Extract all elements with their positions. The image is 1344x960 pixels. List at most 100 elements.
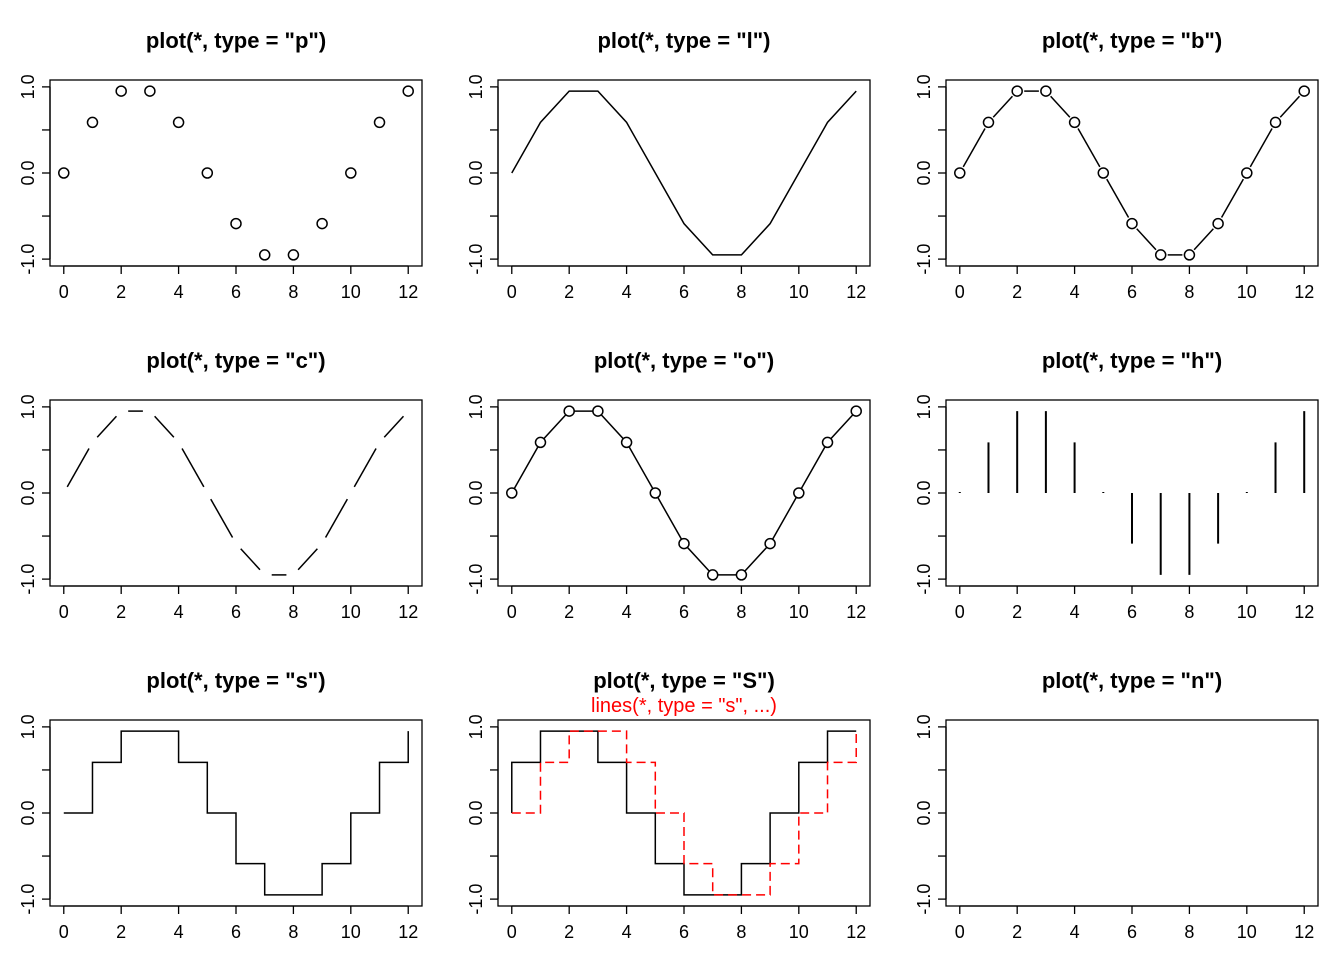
data-point — [1298, 85, 1310, 97]
line-segment — [1249, 128, 1273, 168]
line-segment — [96, 415, 118, 438]
y-tick-label: 0.0 — [466, 800, 486, 825]
line-segment — [210, 498, 234, 538]
x-tick-label: 10 — [1237, 602, 1257, 622]
data-point — [373, 116, 386, 129]
data-point — [850, 405, 862, 417]
x-axis: 0 2 4 6 8 10 12 — [59, 585, 418, 622]
y-tick-label: 0.0 — [914, 160, 934, 185]
x-tick-label: 6 — [231, 282, 241, 302]
x-tick-label: 10 — [1237, 282, 1257, 302]
y-tick-label: 1.0 — [18, 74, 38, 99]
y-tick-label: 1.0 — [914, 394, 934, 419]
line-segment — [1106, 178, 1130, 218]
x-tick-label: 12 — [1294, 602, 1314, 622]
x-tick-label: 12 — [1294, 282, 1314, 302]
y-tick-label: -1.0 — [466, 244, 486, 275]
data-point — [793, 487, 805, 499]
line-segment — [1220, 178, 1245, 218]
x-tick-label: 6 — [1127, 922, 1137, 942]
x-axis: 0 2 4 6 8 10 12 — [955, 585, 1314, 622]
data-point — [1040, 85, 1052, 97]
line-segment — [297, 548, 318, 571]
panel-S: plot(*, type = "S") 0 2 4 6 8 10 12 -1.0 0.0 1.0 li… — [466, 668, 871, 942]
series — [58, 85, 414, 261]
series — [63, 730, 409, 896]
y-tick-label: 1.0 — [18, 394, 38, 419]
data-point — [230, 217, 242, 230]
series — [506, 405, 862, 581]
data-point — [1154, 249, 1167, 261]
y-tick-label: -1.0 — [466, 564, 486, 595]
line-segment — [992, 95, 1014, 118]
data-point — [706, 569, 719, 581]
x-tick-label: 0 — [507, 602, 517, 622]
y-tick-label: -1.0 — [914, 244, 934, 275]
x-tick-label: 2 — [116, 602, 126, 622]
x-tick-label: 12 — [398, 282, 418, 302]
line-segment — [240, 548, 261, 571]
data-point — [201, 167, 214, 179]
x-tick-label: 2 — [1012, 602, 1022, 622]
x-tick-label: 4 — [1070, 922, 1080, 942]
y-tick-label: -1.0 — [18, 564, 38, 595]
line-segment — [181, 448, 205, 488]
x-tick-label: 8 — [736, 602, 746, 622]
data-point — [1068, 116, 1081, 129]
series-line — [511, 90, 857, 256]
x-axis: 0 2 4 6 8 10 12 — [507, 585, 866, 622]
x-tick-label: 12 — [846, 602, 866, 622]
series — [954, 85, 1310, 261]
panel-s: plot(*, type = "s") 0 2 4 6 8 10 12 -1.0 0.0 1.0 — [18, 668, 423, 942]
x-tick-label: 12 — [398, 602, 418, 622]
x-tick-label: 4 — [174, 602, 184, 622]
data-point — [1126, 217, 1138, 230]
data-point — [649, 487, 662, 499]
x-tick-label: 8 — [1184, 602, 1194, 622]
panel-c: plot(*, type = "c") 0 2 4 6 8 10 12 -1.0 0.0 1.0 — [18, 348, 423, 622]
x-tick-label: 8 — [1184, 282, 1194, 302]
data-point — [735, 569, 748, 581]
x-tick-label: 12 — [846, 922, 866, 942]
x-tick-label: 4 — [1070, 282, 1080, 302]
x-tick-label: 2 — [564, 282, 574, 302]
y-axis: -1.0 0.0 1.0 — [466, 394, 499, 595]
data-point — [402, 85, 414, 97]
x-tick-label: 8 — [288, 282, 298, 302]
x-tick-label: 8 — [736, 922, 746, 942]
panel-b: plot(*, type = "b") 0 2 4 6 8 10 12 -1.0 0.0 1.0 — [914, 28, 1319, 302]
x-tick-label: 8 — [288, 602, 298, 622]
line-segment — [154, 415, 175, 438]
y-tick-label: 0.0 — [18, 800, 38, 825]
series — [511, 730, 857, 896]
line-segment — [383, 415, 405, 438]
x-tick-label: 0 — [59, 922, 69, 942]
panel-l: plot(*, type = "l") 0 2 4 6 8 10 12 -1.0 0.0 1.0 — [466, 28, 871, 302]
data-point — [144, 85, 156, 97]
data-point — [563, 405, 575, 417]
x-tick-label: 8 — [288, 922, 298, 942]
x-tick-label: 10 — [789, 282, 809, 302]
panel-title: plot(*, type = "p") — [146, 28, 326, 53]
data-point — [764, 537, 776, 550]
x-tick-label: 2 — [116, 282, 126, 302]
data-point — [1011, 85, 1023, 97]
x-tick-label: 2 — [116, 922, 126, 942]
panel-title: plot(*, type = "h") — [1042, 348, 1222, 373]
overlay-step-line — [511, 730, 857, 896]
y-tick-label: 1.0 — [914, 714, 934, 739]
data-point — [592, 405, 604, 417]
y-tick-label: -1.0 — [466, 884, 486, 915]
y-axis: -1.0 0.0 1.0 — [914, 714, 947, 915]
x-tick-label: 4 — [1070, 602, 1080, 622]
line-segment — [1193, 228, 1214, 251]
data-point — [58, 167, 70, 179]
x-tick-label: 12 — [846, 282, 866, 302]
x-tick-label: 2 — [1012, 922, 1022, 942]
x-tick-label: 8 — [1184, 922, 1194, 942]
data-point — [534, 436, 547, 449]
plot-frame — [49, 79, 423, 267]
panel-title: plot(*, type = "b") — [1042, 28, 1222, 53]
y-tick-label: 1.0 — [914, 74, 934, 99]
x-tick-label: 2 — [1012, 282, 1022, 302]
